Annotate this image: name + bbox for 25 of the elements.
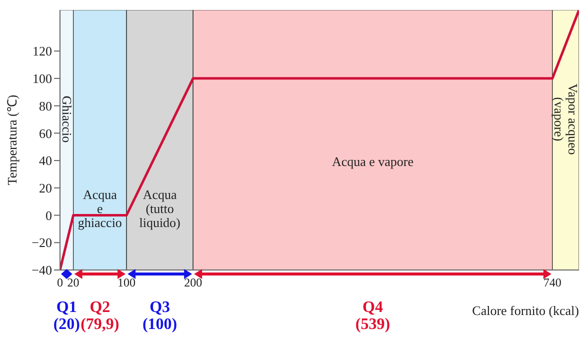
y-tick-label: 120 (32, 44, 52, 59)
text: Q3 (100) (142, 299, 178, 333)
y-tick-label: 40 (39, 153, 52, 168)
y-tick-label: 100 (32, 71, 52, 86)
band-label: Acqua (tutto liquido) (139, 186, 180, 230)
y-tick-label: 60 (39, 126, 52, 141)
y-tick-label: 80 (39, 98, 52, 114)
y-axis-title: Temperatura (℃) (4, 94, 20, 186)
x-tick-label: 740 (543, 276, 562, 290)
x-tick-label: 0 (57, 276, 63, 290)
text: Q4 (539) (355, 299, 390, 333)
text: Q1 (20) (53, 299, 80, 333)
band-label: Vapor acqueo (vapore) (552, 84, 581, 155)
y-tick-label: 20 (39, 180, 52, 196)
text: Q2 (79,9) (80, 299, 120, 333)
y-tick-label: −20 (32, 235, 52, 250)
band-label: Acqua e vapore (332, 154, 414, 169)
y-tick-label: 0 (46, 208, 52, 223)
x-tick-label: 200 (184, 276, 202, 290)
x-tick-label: 20 (67, 276, 80, 290)
band-label: Acqua e ghiaccio (78, 186, 122, 230)
x-tick-label: 100 (118, 276, 136, 290)
y-tick-label: −40 (32, 262, 52, 278)
x-axis-title: Calore fornito (kcal) (472, 303, 579, 318)
band-label: Ghiaccio (60, 96, 75, 143)
